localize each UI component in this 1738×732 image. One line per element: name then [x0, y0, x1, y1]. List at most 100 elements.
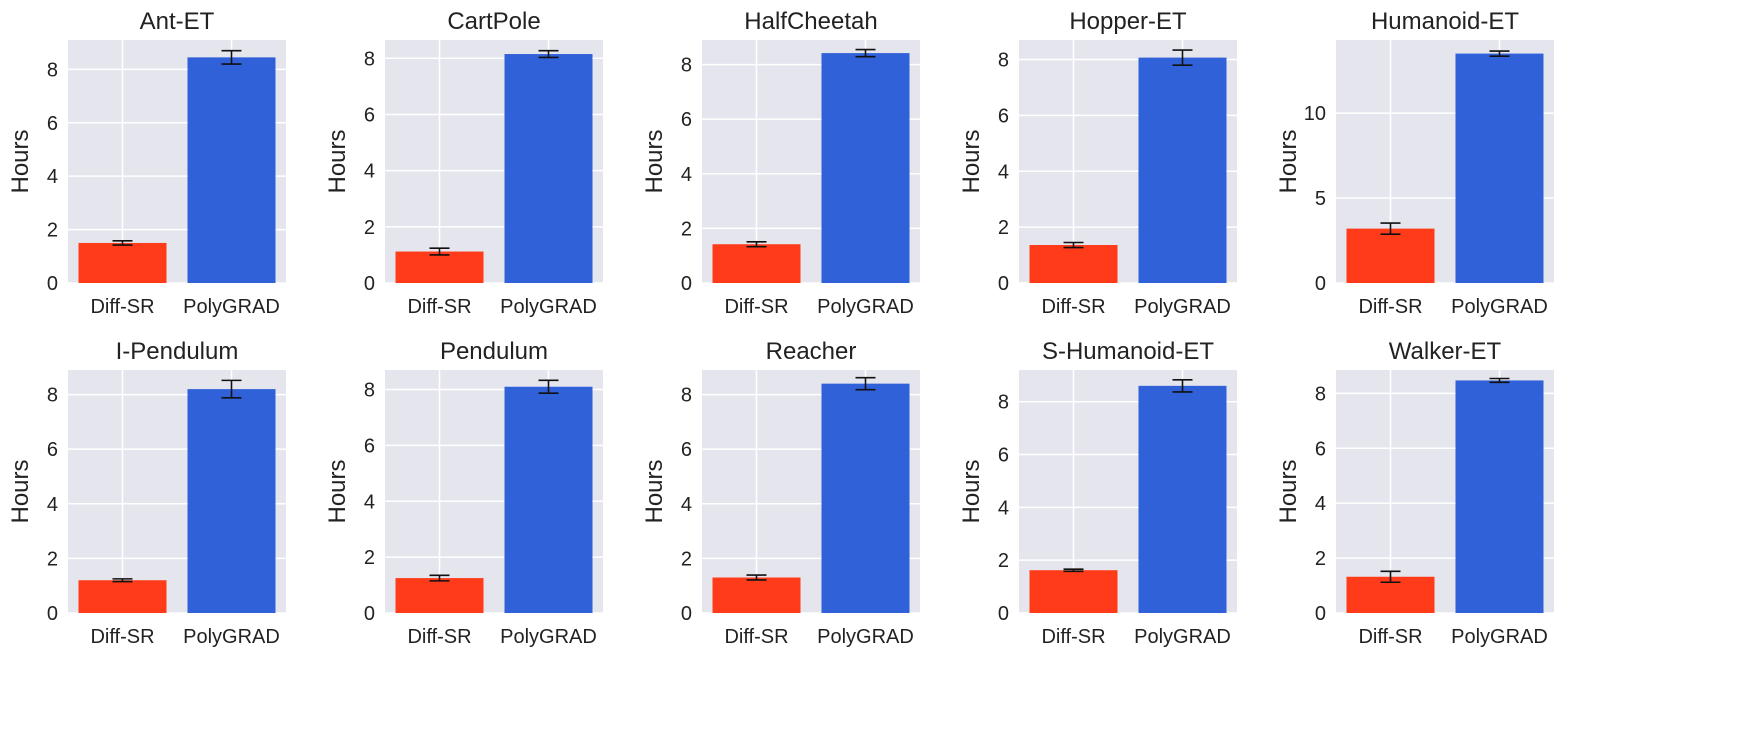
y-tick-label: 8 — [364, 48, 375, 70]
chart-panel-walker-et: 0 2 4 6 8 Diff-SR PolyGRAD Walker-ET Hours — [1268, 330, 1616, 696]
chart-title: HalfCheetah — [744, 8, 877, 35]
y-tick-label: 2 — [47, 220, 58, 242]
y-tick-label: 2 — [47, 548, 58, 570]
y-tick-label: 0 — [681, 603, 692, 625]
x-tick-label: Diff-SR — [724, 296, 788, 318]
y-tick-label: 2 — [364, 217, 375, 239]
y-tick-label: 8 — [681, 55, 692, 77]
y-axis-label: Hours — [958, 129, 985, 193]
bar-chart: 0 5 10 Diff-SR PolyGRAD Humanoid-ET Hours — [1275, 8, 1554, 318]
bar-diff-sr — [78, 242, 167, 283]
bar-chart: 0 2 4 6 8 Diff-SR PolyGRAD HalfCheetah Hours — [641, 8, 920, 318]
bar-diff-sr — [395, 251, 484, 283]
x-tick-label: Diff-SR — [90, 296, 154, 318]
bar-chart: 0 2 4 6 8 Diff-SR PolyGRAD Reacher Hours — [641, 338, 920, 648]
y-tick-label: 2 — [1315, 548, 1326, 570]
y-tick-label: 6 — [998, 445, 1009, 467]
y-tick-label: 4 — [47, 166, 58, 188]
bar-diff-sr — [395, 578, 484, 613]
chart-panel-halfcheetah: 0 2 4 6 8 Diff-SR PolyGRAD HalfCheetah Hours — [634, 0, 982, 366]
bar-polygrad — [1138, 385, 1227, 613]
y-tick-label: 0 — [998, 273, 1009, 295]
x-tick-label: PolyGRAD — [1134, 626, 1231, 648]
y-tick-label: 5 — [1315, 188, 1326, 210]
y-tick-label: 8 — [364, 380, 375, 402]
bar-diff-sr — [1346, 228, 1435, 283]
x-tick-label: PolyGRAD — [1134, 296, 1231, 318]
chart-title: Ant-ET — [140, 8, 215, 35]
y-tick-label: 4 — [364, 491, 375, 513]
y-tick-label: 2 — [998, 217, 1009, 239]
y-tick-label: 6 — [364, 435, 375, 457]
chart-panel-reacher: 0 2 4 6 8 Diff-SR PolyGRAD Reacher Hours — [634, 330, 982, 696]
error-bar — [112, 578, 133, 583]
x-tick-label: Diff-SR — [1358, 296, 1422, 318]
y-axis-label: Hours — [324, 129, 351, 193]
y-tick-label: 0 — [47, 273, 58, 295]
y-tick-label: 2 — [364, 547, 375, 569]
bar-chart: 0 2 4 6 8 Diff-SR PolyGRAD S-Humanoid-ET Hours — [958, 338, 1237, 648]
error-bar — [429, 247, 450, 256]
y-axis-label: Hours — [7, 459, 34, 523]
error-bar — [1063, 241, 1084, 249]
y-tick-label: 0 — [681, 273, 692, 295]
bar-polygrad — [821, 53, 910, 283]
bar-polygrad — [1455, 380, 1544, 613]
y-tick-label: 6 — [47, 439, 58, 461]
error-bar — [746, 574, 767, 581]
bar-polygrad — [821, 383, 910, 613]
x-tick-label: Diff-SR — [1041, 626, 1105, 648]
chart-panel-ant-et: 0 2 4 6 8 Diff-SR PolyGRAD Ant-ET Hours — [0, 0, 348, 366]
x-tick-label: PolyGRAD — [183, 626, 280, 648]
x-tick-label: PolyGRAD — [500, 626, 597, 648]
error-bar — [1489, 50, 1510, 57]
y-tick-label: 0 — [1315, 273, 1326, 295]
chart-panel-pendulum: 0 2 4 6 8 Diff-SR PolyGRAD Pendulum Hours — [317, 330, 665, 696]
x-tick-label: Diff-SR — [1358, 626, 1422, 648]
y-tick-label: 8 — [998, 50, 1009, 72]
bar-chart: 0 2 4 6 8 Diff-SR PolyGRAD CartPole Hours — [324, 8, 603, 318]
y-tick-label: 8 — [47, 59, 58, 81]
y-tick-label: 0 — [1315, 603, 1326, 625]
error-bar — [1380, 570, 1401, 584]
error-bar — [112, 240, 133, 246]
x-tick-label: Diff-SR — [724, 626, 788, 648]
chart-panel-humanoid-et: 0 5 10 Diff-SR PolyGRAD Humanoid-ET Hours — [1268, 0, 1616, 366]
x-tick-label: PolyGRAD — [500, 296, 597, 318]
y-tick-label: 8 — [1315, 383, 1326, 405]
y-tick-label: 6 — [998, 105, 1009, 127]
y-tick-label: 10 — [1304, 103, 1326, 125]
y-tick-label: 4 — [47, 494, 58, 516]
y-tick-label: 2 — [681, 548, 692, 570]
bar-polygrad — [1455, 53, 1544, 283]
chart-title: Hopper-ET — [1069, 8, 1187, 35]
error-bar — [429, 574, 450, 582]
error-bar — [1172, 49, 1193, 66]
x-tick-label: PolyGRAD — [817, 626, 914, 648]
error-bar — [538, 49, 559, 59]
y-tick-label: 8 — [998, 392, 1009, 414]
x-tick-label: Diff-SR — [407, 296, 471, 318]
x-tick-label: Diff-SR — [90, 626, 154, 648]
y-tick-label: 4 — [364, 161, 375, 183]
bar-chart: 0 2 4 6 8 Diff-SR PolyGRAD Pendulum Hours — [324, 338, 603, 648]
error-bar — [855, 48, 876, 58]
error-bar — [1489, 377, 1510, 384]
y-tick-label: 2 — [681, 218, 692, 240]
error-bar — [221, 49, 242, 65]
error-bar — [1063, 568, 1084, 573]
error-bar — [538, 379, 559, 394]
bar-diff-sr — [1029, 570, 1118, 613]
x-tick-label: PolyGRAD — [1451, 296, 1548, 318]
y-axis-label: Hours — [641, 459, 668, 523]
bar-chart: 0 2 4 6 8 Diff-SR PolyGRAD Hopper-ET Hours — [958, 8, 1237, 318]
bar-diff-sr — [78, 580, 167, 613]
x-tick-label: Diff-SR — [407, 626, 471, 648]
y-tick-label: 6 — [681, 109, 692, 131]
y-axis-label: Hours — [324, 459, 351, 523]
bar-diff-sr — [712, 244, 801, 283]
chart-panel-i-pendulum: 0 2 4 6 8 Diff-SR PolyGRAD I-Pendulum Hours — [0, 330, 348, 696]
x-tick-label: PolyGRAD — [183, 296, 280, 318]
bar-polygrad — [504, 386, 593, 613]
y-tick-label: 0 — [364, 273, 375, 295]
